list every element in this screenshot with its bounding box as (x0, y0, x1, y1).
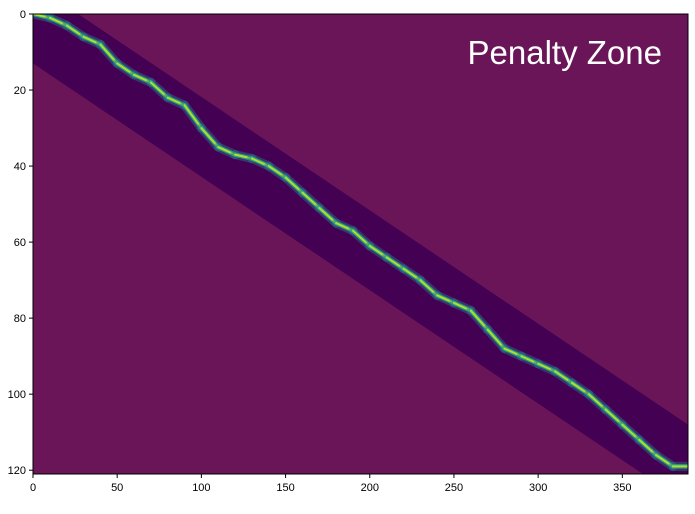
x-tick-label: 350 (613, 482, 631, 494)
alignment-path-segment (621, 423, 641, 441)
y-tick-label: 80 (14, 313, 26, 325)
alignment-path-segment (570, 381, 590, 396)
penalty-zone-label: Penalty Zone (468, 34, 662, 71)
alignment-path-segment (638, 438, 658, 456)
y-tick-label: 60 (14, 237, 26, 249)
alignment-path-segment (419, 279, 439, 297)
x-tick-label: 250 (445, 482, 463, 494)
alignment-path-segment (65, 24, 85, 38)
alignment-path-segment (99, 43, 119, 65)
x-tick-label: 200 (361, 482, 379, 494)
y-tick-label: 40 (14, 161, 26, 173)
alignment-path-segment (335, 222, 354, 232)
alignment-path-segment (351, 229, 371, 247)
x-tick-label: 0 (30, 482, 36, 494)
alignment-path-segment (267, 165, 287, 179)
alignment-path-segment (553, 370, 573, 384)
alignment-path-segment (368, 244, 388, 259)
alignment-path-segment (537, 362, 556, 373)
x-axis: 0 50 100 150 200 250 300 350 (30, 474, 632, 494)
x-tick-label: 100 (192, 482, 210, 494)
alignment-path-segment (48, 16, 68, 27)
alignment-path-segment (452, 301, 472, 312)
alignment-path-segment (133, 73, 152, 84)
alignment-path-segment (217, 146, 237, 156)
alignment-path-segment (183, 104, 203, 130)
alignment-path-segment (402, 267, 422, 282)
alignment-path-segment (587, 393, 607, 411)
alignment-path-segment (486, 328, 506, 350)
alignment-path-segment (149, 81, 169, 99)
alignment-path (33, 14, 688, 471)
alignment-path-segment (284, 176, 304, 194)
alignment-path-segment (318, 206, 338, 225)
alignment-path-segment (33, 14, 51, 19)
y-axis: 0 20 40 60 80 100 120 (8, 9, 33, 477)
x-tick-label: 300 (529, 482, 547, 494)
alignment-path-segment (436, 294, 455, 304)
plot-frame (32, 13, 689, 475)
alignment-path-segment (520, 355, 540, 365)
alignment-path-segment (234, 153, 253, 160)
alignment-path-segment (655, 453, 674, 468)
y-tick-label: 120 (8, 465, 26, 477)
alignment-path-segment (301, 191, 321, 209)
alignment-path-segment (82, 35, 102, 46)
alignment-path-segment (385, 256, 405, 270)
x-tick-label: 150 (276, 482, 294, 494)
alignment-path-segment (469, 309, 489, 331)
alignment-path-segment (503, 347, 523, 358)
x-tick-label: 50 (111, 482, 123, 494)
alignment-path-segment (116, 62, 136, 76)
alignment-path-segment (604, 408, 624, 426)
alignment-path-segment (166, 96, 186, 107)
y-tick-label: 0 (20, 9, 26, 21)
y-tick-label: 100 (8, 389, 26, 401)
alignment-path-segment (250, 157, 270, 168)
y-tick-label: 20 (14, 85, 26, 97)
alignment-path-segment (200, 127, 220, 149)
